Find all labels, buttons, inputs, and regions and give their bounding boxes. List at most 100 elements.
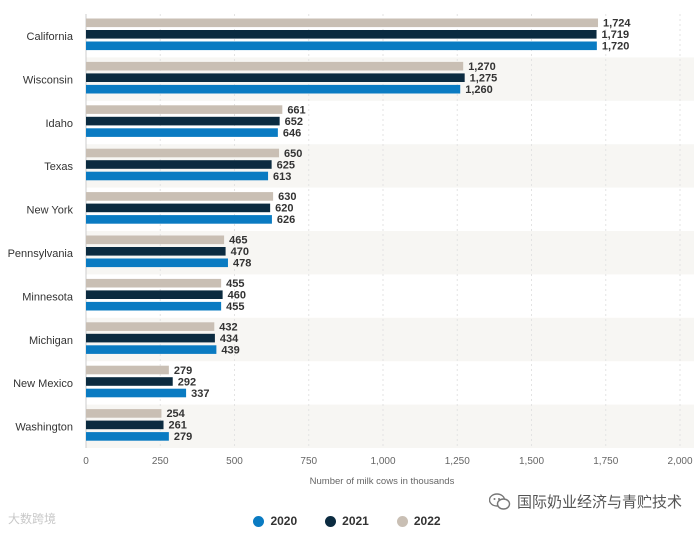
legend-item-2020[interactable]: 2020 (253, 514, 297, 528)
bar-2021[interactable] (86, 290, 223, 299)
legend: 2020 2021 2022 (0, 514, 694, 528)
wechat-icon (488, 492, 511, 511)
data-label: 279 (174, 431, 192, 443)
bar-2020[interactable] (86, 128, 278, 137)
data-label: 279 (174, 365, 192, 377)
watermark-right: 国际奶业经济与青贮技术 (488, 491, 682, 512)
x-tick-label: 250 (152, 456, 169, 467)
category-band (86, 404, 694, 448)
legend-label-2022: 2022 (413, 514, 441, 528)
data-label: 478 (233, 258, 251, 270)
bar-2021[interactable] (86, 420, 164, 430)
data-label: 620 (275, 203, 293, 215)
bar-2020[interactable] (86, 41, 597, 51)
bar-2021[interactable] (86, 203, 271, 213)
legend-marker-2021 (325, 515, 337, 527)
data-label: 1,724 (603, 18, 631, 30)
data-label: 434 (220, 333, 239, 345)
bar-2020[interactable] (86, 171, 269, 181)
bar-2020[interactable] (86, 301, 222, 311)
x-tick-label: 0 (83, 456, 89, 467)
x-tick-labels: 0 250 500 750 1,000 1,250 1,500 1,750 2,000 (83, 456, 693, 467)
bar-2022[interactable] (86, 365, 169, 375)
bar-2022[interactable] (86, 235, 225, 245)
data-label: 650 (284, 148, 302, 160)
bar-2022[interactable] (86, 192, 274, 201)
data-label: 630 (278, 191, 296, 203)
data-label: 261 (169, 420, 187, 432)
bar-2021[interactable] (86, 160, 272, 169)
data-label: 646 (283, 127, 301, 139)
category-label: California (27, 31, 74, 43)
bar-2020[interactable] (86, 84, 461, 94)
legend-label-2021: 2021 (342, 514, 369, 528)
bar-2020[interactable] (86, 258, 228, 268)
x-tick-label: 1,500 (519, 456, 544, 467)
data-label: 626 (277, 214, 295, 226)
category-label: Idaho (45, 118, 73, 130)
data-label: 625 (277, 159, 295, 171)
bar-2020[interactable] (86, 215, 272, 224)
data-label: 465 (229, 235, 247, 247)
data-label: 661 (287, 104, 305, 116)
bars (86, 18, 599, 441)
bar-2022[interactable] (86, 18, 599, 28)
bar-2022[interactable] (86, 61, 464, 71)
data-label: 1,260 (465, 84, 493, 96)
category-label: Wisconsin (23, 74, 73, 86)
data-label: 470 (231, 246, 249, 258)
category-label: Minnesota (22, 291, 74, 303)
legend-marker-2020 (253, 515, 265, 527)
data-label: 460 (228, 290, 246, 302)
x-tick-label: 1,000 (370, 456, 395, 467)
category-label: New York (27, 205, 74, 217)
legend-marker-2022 (396, 515, 408, 527)
bar-2022[interactable] (86, 278, 222, 288)
data-label: 455 (226, 278, 244, 290)
legend-item-2022[interactable]: 2022 (396, 514, 441, 528)
category-label: Michigan (29, 335, 73, 347)
bar-2021[interactable] (86, 116, 280, 126)
bar-2022[interactable] (86, 409, 162, 418)
watermark-left: 大数跨境 (8, 512, 57, 526)
data-label: 432 (219, 321, 237, 333)
x-tick-label: 1,750 (593, 456, 618, 467)
category-labels: California Wisconsin Idaho Texas New York Pen… (8, 31, 74, 434)
data-label: 254 (166, 408, 185, 420)
legend-item-2021[interactable]: 2021 (325, 514, 369, 528)
data-label: 439 (221, 344, 239, 356)
x-tick-label: 500 (226, 456, 243, 467)
data-label: 1,719 (602, 29, 630, 41)
data-label: 613 (273, 171, 291, 183)
gridlines (85, 14, 681, 448)
data-label: 1,720 (602, 41, 630, 53)
bar-2020[interactable] (86, 345, 217, 354)
category-label: Washington (15, 422, 73, 434)
category-label: New Mexico (13, 378, 73, 390)
bar-2021[interactable] (86, 377, 173, 386)
bar-2021[interactable] (86, 333, 215, 343)
bar-2021[interactable] (86, 247, 226, 256)
category-label: Pennsylvania (8, 248, 74, 260)
data-label: 1,275 (470, 73, 498, 85)
x-tick-label: 750 (300, 456, 317, 467)
x-tick-label: 2,000 (667, 456, 692, 467)
x-tick-label: 1,250 (445, 456, 470, 467)
watermark-right-text: 国际奶业经济与青贮技术 (516, 494, 682, 511)
bar-2022[interactable] (86, 322, 215, 331)
bar-2021[interactable] (86, 73, 465, 82)
data-label: 652 (285, 116, 303, 128)
data-label: 337 (191, 388, 209, 400)
category-label: Texas (44, 161, 73, 173)
category-bands (86, 57, 694, 448)
bar-2020[interactable] (86, 388, 187, 398)
data-label: 455 (226, 301, 244, 313)
bar-2022[interactable] (86, 148, 280, 158)
x-axis-title: Number of milk cows in thousands (310, 476, 455, 487)
bar-2020[interactable] (86, 432, 169, 441)
data-label: 292 (178, 376, 196, 388)
bar-2021[interactable] (86, 30, 597, 39)
bar-2022[interactable] (86, 105, 283, 114)
data-label: 1,270 (468, 61, 496, 73)
